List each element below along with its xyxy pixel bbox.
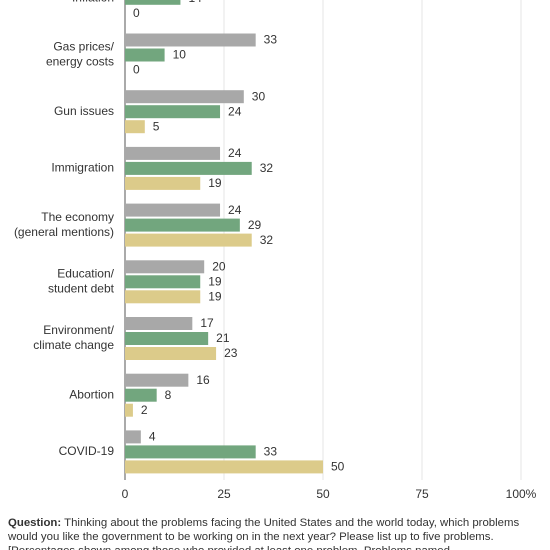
value-label: 24 bbox=[228, 203, 242, 217]
category-label: The economy bbox=[41, 210, 114, 224]
category-label: Gun issues bbox=[54, 104, 114, 118]
bar bbox=[125, 388, 157, 402]
bar bbox=[125, 161, 252, 175]
value-label: 0 bbox=[133, 63, 140, 77]
category-label: Gas prices/ bbox=[53, 40, 114, 54]
value-label: 14 bbox=[188, 0, 202, 5]
value-label: 30 bbox=[252, 89, 266, 103]
value-label: 20 bbox=[212, 259, 226, 273]
value-label: 50 bbox=[331, 460, 345, 474]
value-label: 24 bbox=[228, 104, 242, 118]
x-tick-label: 100% bbox=[506, 487, 537, 501]
value-label: 8 bbox=[165, 388, 172, 402]
bar bbox=[125, 403, 133, 417]
category-label: student debt bbox=[48, 281, 115, 295]
bar bbox=[125, 33, 256, 47]
category-label: Immigration bbox=[51, 161, 114, 175]
bar bbox=[125, 347, 217, 360]
bar bbox=[125, 290, 201, 304]
value-label: 17 bbox=[200, 316, 214, 330]
category-label: Environment/ bbox=[43, 323, 114, 337]
bar bbox=[125, 105, 221, 119]
value-label: 0 bbox=[133, 6, 140, 20]
value-label: 19 bbox=[208, 289, 222, 303]
value-label: 21 bbox=[216, 331, 230, 345]
bar bbox=[125, 176, 201, 190]
bar bbox=[125, 203, 221, 217]
x-tick-label: 50 bbox=[316, 487, 330, 501]
x-tick-label: 0 bbox=[122, 487, 129, 501]
value-label: 16 bbox=[196, 373, 210, 387]
category-label: climate change bbox=[33, 338, 114, 352]
x-tick-label: 75 bbox=[415, 487, 429, 501]
bar bbox=[125, 373, 189, 387]
value-label: 4 bbox=[149, 430, 156, 444]
note-text: Thinking about the problems facing the U… bbox=[8, 517, 520, 550]
note-label: Question: bbox=[8, 517, 62, 529]
category-label: (general mentions) bbox=[14, 225, 114, 239]
value-label: 23 bbox=[224, 346, 238, 360]
bar bbox=[125, 233, 252, 247]
x-tick-label: 25 bbox=[217, 487, 231, 501]
value-label: 29 bbox=[248, 218, 262, 232]
bar bbox=[125, 332, 209, 345]
value-label: 2 bbox=[141, 403, 148, 417]
bar bbox=[125, 48, 165, 62]
category-label: Inflation bbox=[72, 0, 114, 4]
bar bbox=[125, 120, 145, 134]
bar bbox=[125, 218, 240, 232]
value-label: 19 bbox=[208, 176, 222, 190]
value-label: 19 bbox=[208, 274, 222, 288]
value-label: 32 bbox=[260, 233, 274, 247]
bar bbox=[125, 317, 193, 330]
bar bbox=[125, 0, 181, 5]
bar bbox=[125, 260, 205, 274]
value-label: 33 bbox=[264, 445, 278, 459]
bar bbox=[125, 275, 201, 289]
bar bbox=[125, 146, 221, 160]
bar bbox=[125, 460, 323, 474]
category-label: Education/ bbox=[57, 266, 114, 280]
bar bbox=[125, 445, 256, 459]
category-label: COVID-19 bbox=[59, 444, 115, 458]
value-label: 33 bbox=[264, 33, 278, 47]
value-label: 24 bbox=[228, 146, 242, 160]
category-label: Abortion bbox=[69, 387, 114, 401]
bar bbox=[125, 430, 141, 444]
category-label: energy costs bbox=[46, 55, 114, 69]
question-note: Question: Thinking about the problems fa… bbox=[8, 516, 544, 550]
value-label: 32 bbox=[260, 161, 274, 175]
bar bbox=[125, 90, 244, 104]
value-label: 5 bbox=[153, 119, 160, 133]
value-label: 10 bbox=[173, 48, 187, 62]
